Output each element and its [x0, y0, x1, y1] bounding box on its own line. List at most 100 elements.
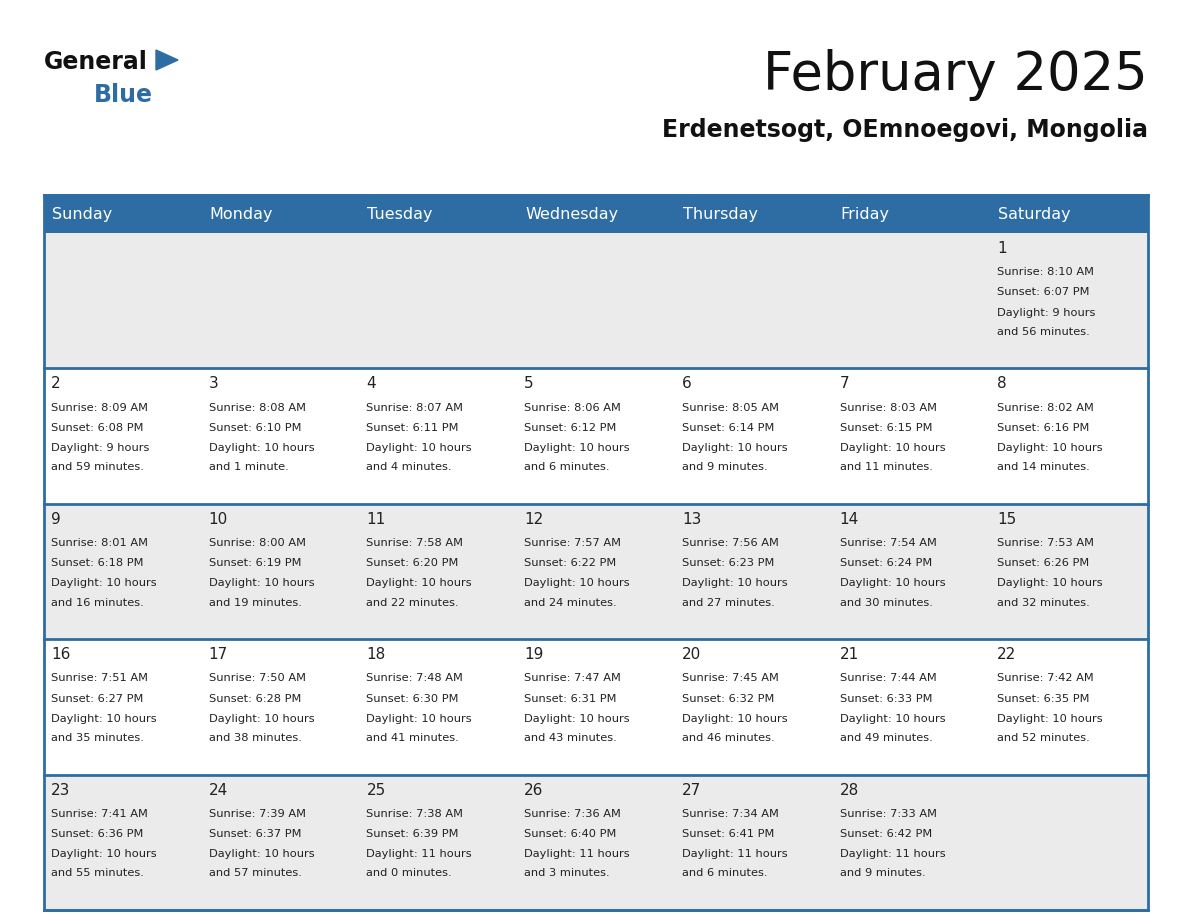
Text: Sunrise: 7:51 AM: Sunrise: 7:51 AM — [51, 674, 148, 683]
Text: 24: 24 — [209, 783, 228, 798]
Text: Sunset: 6:42 PM: Sunset: 6:42 PM — [840, 829, 931, 839]
Text: Sunrise: 7:38 AM: Sunrise: 7:38 AM — [366, 809, 463, 819]
Text: Sunset: 6:19 PM: Sunset: 6:19 PM — [209, 558, 302, 568]
Text: 17: 17 — [209, 647, 228, 662]
Text: Sunrise: 7:33 AM: Sunrise: 7:33 AM — [840, 809, 936, 819]
Text: and 9 minutes.: and 9 minutes. — [840, 868, 925, 879]
Text: 28: 28 — [840, 783, 859, 798]
Text: 23: 23 — [51, 783, 70, 798]
Text: Sunset: 6:30 PM: Sunset: 6:30 PM — [366, 694, 459, 703]
Bar — [44, 775, 1148, 910]
Text: 18: 18 — [366, 647, 386, 662]
Text: Monday: Monday — [210, 207, 273, 221]
Text: Daylight: 10 hours: Daylight: 10 hours — [51, 713, 157, 723]
Text: General: General — [44, 50, 147, 74]
Text: Sunrise: 7:36 AM: Sunrise: 7:36 AM — [524, 809, 621, 819]
Text: and 6 minutes.: and 6 minutes. — [524, 462, 609, 472]
Text: and 38 minutes.: and 38 minutes. — [209, 733, 302, 743]
Text: 15: 15 — [997, 512, 1017, 527]
Text: and 4 minutes.: and 4 minutes. — [366, 462, 451, 472]
Text: Wednesday: Wednesday — [525, 207, 618, 221]
Text: Daylight: 10 hours: Daylight: 10 hours — [209, 578, 315, 588]
Text: Daylight: 10 hours: Daylight: 10 hours — [840, 442, 946, 453]
Text: Sunset: 6:41 PM: Sunset: 6:41 PM — [682, 829, 775, 839]
Text: Sunrise: 7:54 AM: Sunrise: 7:54 AM — [840, 538, 936, 548]
Text: Daylight: 10 hours: Daylight: 10 hours — [840, 578, 946, 588]
Text: Sunrise: 8:08 AM: Sunrise: 8:08 AM — [209, 403, 305, 413]
Text: Sunset: 6:27 PM: Sunset: 6:27 PM — [51, 694, 144, 703]
Text: Sunset: 6:24 PM: Sunset: 6:24 PM — [840, 558, 931, 568]
Text: 16: 16 — [51, 647, 70, 662]
Text: Sunrise: 8:06 AM: Sunrise: 8:06 AM — [524, 403, 621, 413]
Text: Sunrise: 7:34 AM: Sunrise: 7:34 AM — [682, 809, 778, 819]
Text: 27: 27 — [682, 783, 701, 798]
Text: Daylight: 11 hours: Daylight: 11 hours — [840, 849, 946, 859]
Text: and 32 minutes.: and 32 minutes. — [997, 598, 1091, 608]
Text: 9: 9 — [51, 512, 61, 527]
Text: and 24 minutes.: and 24 minutes. — [524, 598, 617, 608]
Bar — [44, 639, 1148, 775]
Text: Sunrise: 7:45 AM: Sunrise: 7:45 AM — [682, 674, 778, 683]
Text: Daylight: 10 hours: Daylight: 10 hours — [366, 578, 472, 588]
Text: Sunset: 6:07 PM: Sunset: 6:07 PM — [997, 287, 1089, 297]
Text: Tuesday: Tuesday — [367, 207, 432, 221]
Text: Sunset: 6:39 PM: Sunset: 6:39 PM — [366, 829, 459, 839]
Text: 22: 22 — [997, 647, 1017, 662]
Text: Sunrise: 7:39 AM: Sunrise: 7:39 AM — [209, 809, 305, 819]
Text: and 0 minutes.: and 0 minutes. — [366, 868, 453, 879]
Text: Sunset: 6:36 PM: Sunset: 6:36 PM — [51, 829, 144, 839]
Bar — [44, 195, 1148, 910]
Text: Sunrise: 8:10 AM: Sunrise: 8:10 AM — [997, 267, 1094, 277]
Text: 14: 14 — [840, 512, 859, 527]
Text: Sunset: 6:23 PM: Sunset: 6:23 PM — [682, 558, 775, 568]
Text: Sunset: 6:26 PM: Sunset: 6:26 PM — [997, 558, 1089, 568]
Text: and 57 minutes.: and 57 minutes. — [209, 868, 302, 879]
Bar — [44, 504, 1148, 639]
Text: Daylight: 11 hours: Daylight: 11 hours — [682, 849, 788, 859]
Text: Sunset: 6:33 PM: Sunset: 6:33 PM — [840, 694, 933, 703]
Text: and 30 minutes.: and 30 minutes. — [840, 598, 933, 608]
Text: Sunset: 6:20 PM: Sunset: 6:20 PM — [366, 558, 459, 568]
Text: and 6 minutes.: and 6 minutes. — [682, 868, 767, 879]
Text: 19: 19 — [524, 647, 544, 662]
Text: Daylight: 10 hours: Daylight: 10 hours — [524, 713, 630, 723]
Text: Daylight: 10 hours: Daylight: 10 hours — [524, 442, 630, 453]
Text: Sunday: Sunday — [52, 207, 112, 221]
Text: Sunrise: 7:58 AM: Sunrise: 7:58 AM — [366, 538, 463, 548]
Text: Sunrise: 8:05 AM: Sunrise: 8:05 AM — [682, 403, 779, 413]
Polygon shape — [156, 50, 178, 70]
Text: Sunrise: 7:50 AM: Sunrise: 7:50 AM — [209, 674, 305, 683]
Text: Daylight: 10 hours: Daylight: 10 hours — [209, 849, 315, 859]
Text: Daylight: 10 hours: Daylight: 10 hours — [682, 442, 788, 453]
Text: Daylight: 9 hours: Daylight: 9 hours — [51, 442, 150, 453]
Text: Erdenetsogt, OEmnoegovi, Mongolia: Erdenetsogt, OEmnoegovi, Mongolia — [662, 118, 1148, 142]
Text: and 16 minutes.: and 16 minutes. — [51, 598, 144, 608]
Text: 11: 11 — [366, 512, 386, 527]
Text: 12: 12 — [524, 512, 543, 527]
Text: Daylight: 9 hours: Daylight: 9 hours — [997, 308, 1095, 318]
Text: 10: 10 — [209, 512, 228, 527]
Text: Saturday: Saturday — [998, 207, 1070, 221]
Text: Daylight: 10 hours: Daylight: 10 hours — [682, 713, 788, 723]
Text: Sunset: 6:10 PM: Sunset: 6:10 PM — [209, 423, 302, 432]
Text: Daylight: 10 hours: Daylight: 10 hours — [209, 442, 315, 453]
Text: and 55 minutes.: and 55 minutes. — [51, 868, 144, 879]
Text: and 14 minutes.: and 14 minutes. — [997, 462, 1091, 472]
Text: Daylight: 10 hours: Daylight: 10 hours — [997, 713, 1102, 723]
Text: 6: 6 — [682, 376, 691, 391]
Text: Sunset: 6:12 PM: Sunset: 6:12 PM — [524, 423, 617, 432]
Text: 26: 26 — [524, 783, 544, 798]
Text: Daylight: 10 hours: Daylight: 10 hours — [51, 849, 157, 859]
Text: Sunrise: 7:47 AM: Sunrise: 7:47 AM — [524, 674, 621, 683]
Text: Sunrise: 7:57 AM: Sunrise: 7:57 AM — [524, 538, 621, 548]
Text: Sunrise: 7:42 AM: Sunrise: 7:42 AM — [997, 674, 1094, 683]
Bar — [44, 368, 1148, 504]
Text: and 46 minutes.: and 46 minutes. — [682, 733, 775, 743]
Text: Daylight: 10 hours: Daylight: 10 hours — [366, 442, 472, 453]
Text: Sunrise: 8:02 AM: Sunrise: 8:02 AM — [997, 403, 1094, 413]
Text: Sunrise: 7:41 AM: Sunrise: 7:41 AM — [51, 809, 147, 819]
Text: and 3 minutes.: and 3 minutes. — [524, 868, 609, 879]
Text: Sunset: 6:15 PM: Sunset: 6:15 PM — [840, 423, 933, 432]
Text: Sunrise: 7:48 AM: Sunrise: 7:48 AM — [366, 674, 463, 683]
Text: and 11 minutes.: and 11 minutes. — [840, 462, 933, 472]
